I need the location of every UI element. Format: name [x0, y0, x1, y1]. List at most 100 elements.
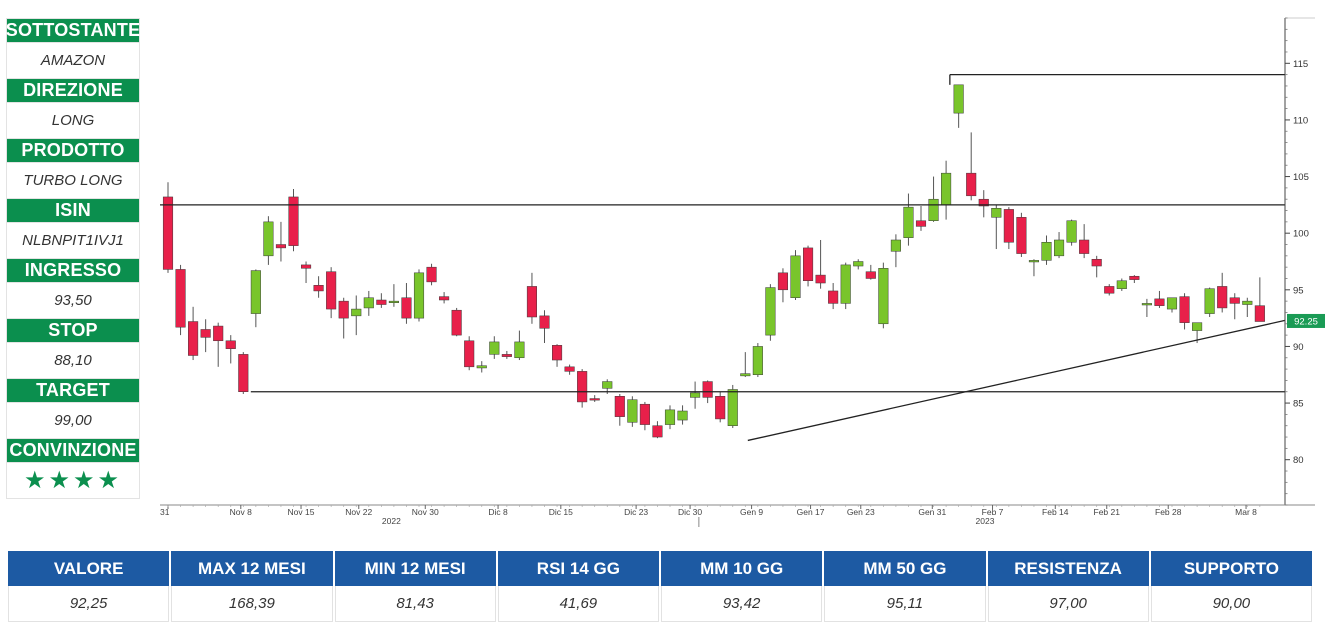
candle-body	[639, 403, 650, 425]
candle-body	[991, 208, 1002, 218]
candle-body	[539, 315, 550, 329]
candle-body	[188, 321, 199, 356]
candle	[464, 336, 475, 371]
horizontal-lines-layer	[160, 73, 1286, 442]
candle	[664, 405, 676, 430]
candle-body	[338, 300, 349, 319]
candle-body	[1104, 286, 1115, 294]
panel-label-target: TARGET	[6, 378, 140, 403]
stat-value: 41,69	[497, 586, 659, 622]
candle-body	[765, 287, 776, 336]
candle-body	[677, 410, 688, 421]
candle-body	[815, 274, 826, 284]
panel-value-ingresso: 93,50	[6, 283, 140, 318]
candle	[577, 369, 588, 408]
x-tick-label: Dic 23	[624, 507, 648, 517]
candle	[1129, 275, 1140, 284]
y-tick-label: 85	[1293, 399, 1304, 410]
candle	[175, 264, 186, 336]
panel-value-target: 99,00	[6, 403, 140, 438]
panel-label-prodotto: PRODOTTO	[6, 138, 140, 163]
stat-column: MM 50 GG 95,11	[824, 551, 986, 622]
candle-body	[690, 392, 701, 398]
candle	[1217, 272, 1228, 313]
stat-value: 168,39	[171, 586, 333, 622]
candle	[288, 189, 299, 252]
candle-body	[162, 196, 174, 270]
candle	[539, 310, 550, 344]
candle-body	[464, 340, 475, 368]
candle	[188, 306, 199, 361]
candle	[451, 307, 462, 337]
candle-body	[915, 220, 927, 227]
candle	[401, 283, 412, 324]
x-tick-label: Gen 9	[740, 507, 763, 517]
candle	[1242, 297, 1253, 317]
x-tick-label: Gen 31	[918, 507, 946, 517]
candle	[840, 262, 851, 310]
candle-body	[740, 373, 751, 377]
stat-value: 90,00	[1150, 586, 1312, 622]
candle-body	[890, 239, 901, 252]
candle-body	[200, 329, 211, 338]
candle-body	[514, 341, 525, 359]
candle	[1066, 219, 1077, 246]
x-tick-label: Nov 8	[230, 507, 252, 517]
candle	[501, 350, 512, 359]
candle-body	[1242, 300, 1253, 305]
candle	[953, 84, 964, 128]
candle-body	[376, 299, 387, 305]
candle	[301, 261, 312, 284]
candle	[1116, 278, 1127, 291]
candle-body	[1154, 298, 1165, 306]
candle	[777, 268, 789, 303]
candle-body	[978, 198, 989, 207]
info-panel: SOTTOSTANTE AMAZON DIREZIONE LONG PRODOTTO TU…	[6, 18, 140, 499]
candle	[853, 259, 864, 270]
candle	[1154, 290, 1165, 308]
conviction-stars-icon: ★★★★	[6, 463, 140, 499]
candle	[903, 193, 914, 246]
panel-value-prodotto: TURBO LONG	[6, 163, 140, 198]
x-tick-label: Feb 7	[982, 507, 1004, 517]
candle	[376, 293, 387, 308]
candle	[564, 364, 575, 375]
candle	[1079, 224, 1090, 259]
y-tick-label: 110	[1293, 115, 1308, 126]
candle-body	[1079, 239, 1090, 254]
candle	[476, 361, 487, 373]
candle	[213, 322, 224, 367]
stat-header: MM 50 GG	[824, 551, 986, 586]
panel-label-stop: STOP	[6, 318, 140, 343]
candle-body	[903, 206, 914, 238]
candle-body	[928, 198, 939, 221]
x-tick-label: Dic 30	[678, 507, 702, 517]
candle	[439, 292, 450, 304]
panel-value-stop: 88,10	[6, 343, 140, 378]
y-tick-label: 105	[1293, 172, 1309, 183]
x-tick-label: Nov 15	[288, 507, 315, 517]
candle	[752, 343, 763, 378]
candle-body	[627, 399, 638, 423]
x-tick-label: Gen 23	[847, 507, 875, 517]
candle-body	[878, 268, 889, 325]
panel-label-convinzione: CONVINZIONE	[6, 438, 140, 463]
candle-body	[363, 297, 374, 309]
candle-body	[702, 381, 713, 398]
x-tick-label: Dic 8	[488, 507, 508, 517]
candle-body	[652, 425, 663, 438]
panel-label-direzione: DIREZIONE	[6, 78, 140, 103]
candle-body	[715, 396, 726, 420]
candle-body	[1254, 305, 1265, 322]
candle-body	[1066, 220, 1077, 243]
candle-body	[966, 172, 977, 197]
candle	[589, 395, 600, 402]
axes-layer: 80 85 90 95 100 105 110 115 31 Nov 8 Nov 15 Nov 22 N…	[160, 17, 1325, 527]
candle-body	[1054, 239, 1065, 257]
stat-value: 92,25	[8, 586, 170, 622]
candle-body	[552, 345, 563, 361]
candle	[991, 204, 1002, 250]
stat-header: MAX 12 MESI	[171, 551, 333, 586]
candle	[1028, 259, 1040, 277]
candle-body	[426, 266, 437, 283]
